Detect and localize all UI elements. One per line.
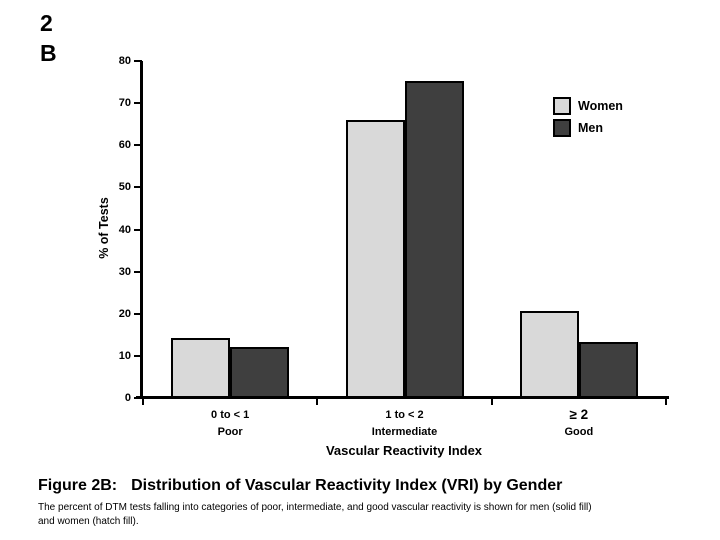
legend-swatch-women <box>553 97 571 115</box>
x-axis-tick <box>665 399 667 405</box>
y-axis-tick-label: 20 <box>118 307 131 320</box>
caption-description-line1: The percent of DTM tests falling into ca… <box>38 502 592 513</box>
bar-women-good <box>519 311 579 398</box>
x-axis-title: Vascular Reactivity Index <box>325 443 483 458</box>
y-axis-tick <box>134 228 142 231</box>
x-category-label-good: ≥ 2 Good <box>492 408 666 439</box>
y-axis-tick <box>134 270 142 273</box>
slide-number: 2 <box>40 10 53 36</box>
chart-legend: Women Men <box>553 97 623 142</box>
caption-description: The percent of DTM tests falling into ca… <box>38 501 698 529</box>
y-axis-tick <box>134 102 142 105</box>
x-axis-tick <box>316 399 319 405</box>
slide-corner-label: 2 B <box>40 8 57 68</box>
legend-item-women: Women <box>553 97 623 115</box>
x-axis-tick <box>490 399 493 405</box>
legend-label: Women <box>578 99 623 113</box>
y-axis-tick-label: 60 <box>118 139 131 152</box>
y-axis-tick <box>134 312 142 315</box>
slide-panel-letter: B <box>40 40 57 66</box>
bar-men-poor <box>230 346 290 398</box>
y-axis-tick <box>134 60 142 62</box>
category-quality-label: Good <box>564 426 594 438</box>
y-axis-tick <box>134 354 142 357</box>
y-axis-tick-label: 80 <box>118 55 131 67</box>
bar-women-intermediate <box>345 119 405 398</box>
y-axis-tick-label: 10 <box>118 349 131 362</box>
x-category-label-intermediate: 1 to < 2 Intermediate <box>318 408 492 439</box>
legend-swatch-men <box>553 119 571 137</box>
x-category-label-poor: 0 to < 1 Poor <box>143 408 317 439</box>
y-axis-tick <box>134 186 142 189</box>
y-axis-tick <box>134 397 142 399</box>
bar-women-poor <box>171 337 231 398</box>
x-axis-tick <box>142 399 144 405</box>
figure-caption: Figure 2B: Distribution of Vascular React… <box>38 476 698 529</box>
category-quality-label: Poor <box>217 426 243 438</box>
y-axis-tick <box>134 144 142 147</box>
caption-title-line: Figure 2B: Distribution of Vascular React… <box>38 476 698 496</box>
bar-men-intermediate <box>404 81 464 398</box>
category-quality-label: Intermediate <box>371 426 438 438</box>
bar-men-good <box>578 341 638 398</box>
y-axis-tick-label: 30 <box>118 265 131 278</box>
category-range-label: 0 to < 1 <box>211 409 250 421</box>
category-range-label: ≥ 2 <box>569 407 589 422</box>
caption-description-line2: and women (hatch fill). <box>38 516 139 527</box>
y-axis-tick-label: 70 <box>118 97 131 110</box>
figure-label: Figure 2B: <box>38 477 118 494</box>
legend-item-men: Men <box>553 119 623 137</box>
category-range-label: 1 to < 2 <box>385 409 424 421</box>
legend-label: Men <box>578 121 603 135</box>
y-axis-tick-label: 0 <box>124 392 131 404</box>
figure-title: Distribution of Vascular Reactivity Inde… <box>131 477 563 494</box>
y-axis-tick-label: 50 <box>118 181 131 194</box>
y-axis-tick-label: 40 <box>118 223 131 236</box>
